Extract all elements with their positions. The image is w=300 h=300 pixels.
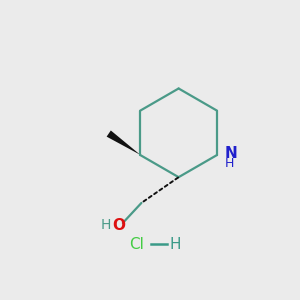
Polygon shape — [106, 130, 140, 155]
Text: H: H — [169, 237, 181, 252]
Text: H: H — [225, 157, 234, 169]
Text: H: H — [101, 218, 111, 232]
Text: O: O — [112, 218, 125, 233]
Text: N: N — [225, 146, 238, 161]
Text: Cl: Cl — [129, 237, 144, 252]
